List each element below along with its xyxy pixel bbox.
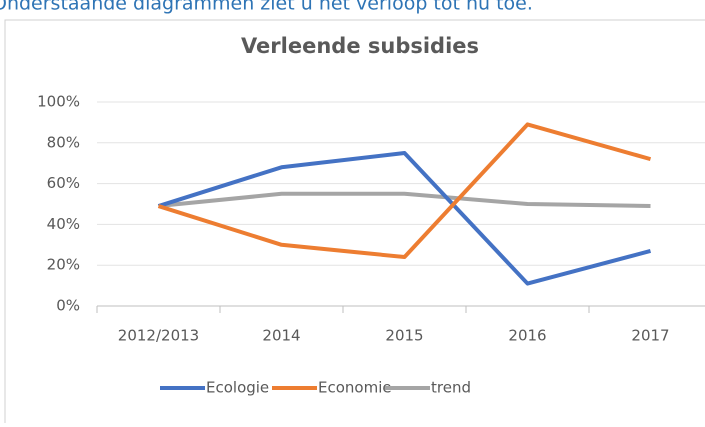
series-line [157, 122, 652, 260]
series-line [158, 191, 651, 209]
x-tick-label: 2015 [385, 327, 423, 345]
chart-frame [4, 19, 705, 427]
y-tick-label: 0% [56, 297, 80, 315]
legend-label: trend [431, 379, 471, 397]
intro-text: Onderstaande diagrammen ziet u het verlo… [0, 0, 533, 15]
x-tick-label: 2016 [508, 327, 546, 345]
y-tick-label: 60% [47, 174, 80, 192]
y-tick-label: 100% [37, 93, 80, 111]
x-tick-label: 2017 [631, 327, 669, 345]
y-tick-label: 80% [47, 133, 80, 151]
chart-title: Verleende subsidies [241, 34, 479, 58]
x-tick-label: 2014 [262, 327, 300, 345]
x-tick-label: 2012/2013 [118, 327, 199, 345]
legend-label: Economie [318, 379, 392, 397]
y-tick-label: 20% [47, 256, 80, 274]
y-tick-label: 40% [47, 215, 80, 233]
legend-label: Ecologie [206, 379, 269, 397]
series-line [157, 151, 652, 286]
